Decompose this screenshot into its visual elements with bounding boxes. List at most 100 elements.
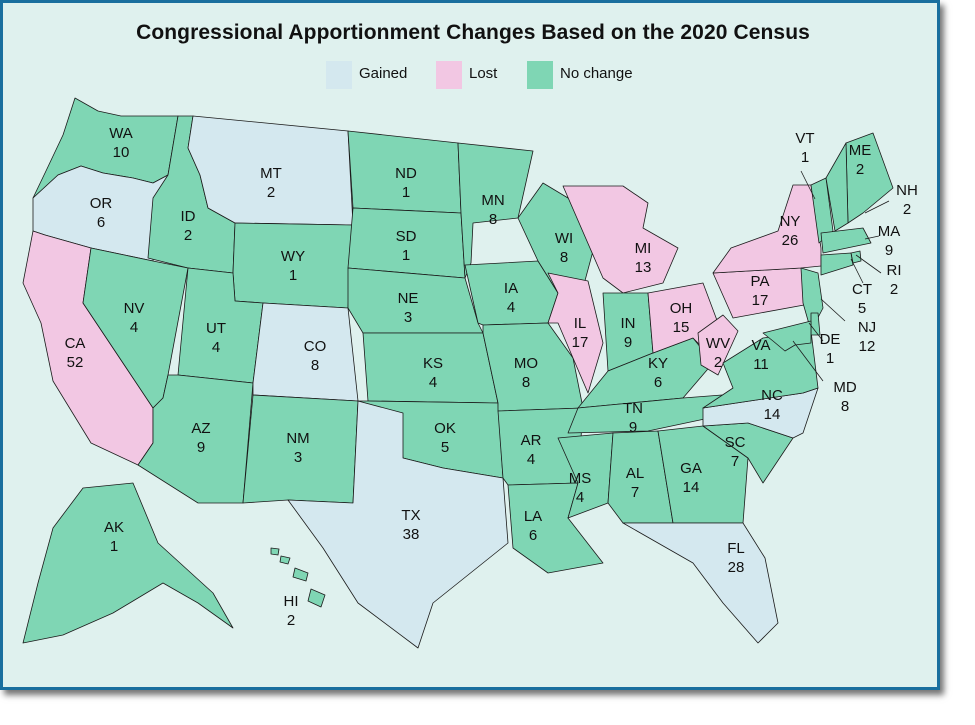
state-seats-vt: 1 bbox=[801, 149, 809, 166]
state-seats-mt: 2 bbox=[267, 184, 275, 201]
state-label-ia: IA bbox=[504, 280, 518, 297]
state-seats-ut: 4 bbox=[212, 339, 220, 356]
state-label-ca: CA bbox=[65, 335, 86, 352]
state-fl bbox=[622, 522, 779, 644]
state-seats-wv: 2 bbox=[714, 354, 722, 371]
state-seats-pa: 17 bbox=[752, 292, 769, 309]
state-seats-mn: 8 bbox=[489, 211, 497, 228]
state-seats-wy: 1 bbox=[289, 267, 297, 284]
state-seats-wa: 10 bbox=[113, 144, 130, 161]
state-seats-ms: 4 bbox=[576, 489, 584, 506]
state-vt bbox=[810, 177, 834, 244]
state-seats-tn: 9 bbox=[629, 419, 637, 436]
state-label-ok: OK bbox=[434, 420, 456, 437]
state-seats-nd: 1 bbox=[402, 184, 410, 201]
map-title: Congressional Apportionment Changes Base… bbox=[136, 21, 810, 44]
state-label-wy: WY bbox=[281, 248, 305, 265]
state-label-tn: TN bbox=[623, 400, 643, 417]
state-seats-mo: 8 bbox=[522, 374, 530, 391]
state-label-ga: GA bbox=[680, 460, 702, 477]
state-seats-ia: 4 bbox=[507, 299, 515, 316]
state-label-fl: FL bbox=[727, 540, 745, 557]
state-wv bbox=[697, 314, 739, 376]
state-seats-mi: 13 bbox=[635, 259, 652, 276]
state-seats-nm: 3 bbox=[294, 449, 302, 466]
state-seats-nv: 4 bbox=[130, 319, 138, 336]
state-label-co: CO bbox=[304, 338, 327, 355]
state-seats-ga: 14 bbox=[683, 479, 700, 496]
state-seats-fl: 28 bbox=[728, 559, 745, 576]
state-seats-ct: 5 bbox=[858, 300, 866, 317]
state-seats-wi: 8 bbox=[560, 249, 568, 266]
state-label-hi: HI bbox=[284, 593, 299, 610]
state-mn bbox=[457, 142, 534, 279]
state-label-pa: PA bbox=[751, 273, 770, 290]
map-frame: Congressional Apportionment Changes Base… bbox=[0, 0, 940, 690]
state-label-wa: WA bbox=[109, 125, 133, 142]
state-seats-az: 9 bbox=[197, 439, 205, 456]
state-label-me: ME bbox=[849, 142, 872, 159]
state-seats-va: 11 bbox=[753, 356, 769, 373]
state-seats-sc: 7 bbox=[731, 453, 739, 470]
state-seats-id: 2 bbox=[184, 227, 192, 244]
legend-swatch-lost bbox=[436, 61, 462, 89]
state-ct bbox=[820, 252, 854, 276]
state-seats-ne: 3 bbox=[404, 309, 412, 326]
state-tx bbox=[287, 400, 509, 649]
state-seats-nc: 14 bbox=[764, 406, 781, 423]
state-label-nc: NC bbox=[761, 387, 783, 404]
state-label-ri: RI bbox=[887, 262, 902, 279]
state-hi bbox=[292, 567, 309, 582]
legend-label-lost: Lost bbox=[469, 65, 498, 82]
state-label-ct: CT bbox=[852, 281, 872, 298]
state-seats-in: 9 bbox=[624, 334, 632, 351]
state-seats-ri: 2 bbox=[890, 281, 898, 298]
state-label-ma: MA bbox=[878, 223, 901, 240]
legend-swatch-no-change bbox=[527, 61, 553, 89]
state-label-ms: MS bbox=[569, 470, 592, 487]
state-label-wi: WI bbox=[555, 230, 573, 247]
state-label-ks: KS bbox=[423, 355, 443, 372]
state-seats-ok: 5 bbox=[441, 439, 449, 456]
state-seats-hi: 2 bbox=[287, 612, 295, 629]
state-label-nj: NJ bbox=[858, 319, 876, 336]
state-label-sd: SD bbox=[396, 228, 417, 245]
state-seats-nh: 2 bbox=[903, 201, 911, 218]
state-seats-co: 8 bbox=[311, 357, 319, 374]
state-az bbox=[137, 374, 254, 504]
us-map: WA10OR6CA52ID2NV4MT2WY1UT4AZ9CO8NM3ND1SD… bbox=[22, 97, 918, 649]
state-wy bbox=[232, 222, 354, 309]
state-seats-ky: 6 bbox=[654, 374, 662, 391]
state-label-ky: KY bbox=[648, 355, 668, 372]
state-md bbox=[762, 320, 812, 352]
state-label-id: ID bbox=[181, 208, 196, 225]
state-label-va: VA bbox=[752, 337, 771, 354]
state-seats-tx: 38 bbox=[403, 526, 420, 543]
state-label-in: IN bbox=[621, 315, 636, 332]
state-seats-me: 2 bbox=[856, 161, 864, 178]
state-seats-oh: 15 bbox=[673, 319, 690, 336]
state-seats-il: 17 bbox=[572, 334, 589, 351]
state-label-nd: ND bbox=[395, 165, 417, 182]
state-label-mt: MT bbox=[260, 165, 282, 182]
state-seats-nj: 12 bbox=[859, 338, 876, 355]
state-label-ut: UT bbox=[206, 320, 226, 337]
state-label-vt: VT bbox=[795, 130, 814, 147]
state-label-oh: OH bbox=[670, 300, 693, 317]
state-seats-al: 7 bbox=[631, 484, 639, 501]
state-mi bbox=[562, 185, 679, 294]
state-ma bbox=[820, 227, 872, 254]
state-label-ne: NE bbox=[398, 290, 419, 307]
state-seats-de: 1 bbox=[826, 350, 834, 367]
state-label-ny: NY bbox=[780, 213, 801, 230]
state-seats-md: 8 bbox=[841, 398, 849, 415]
state-label-sc: SC bbox=[725, 434, 746, 451]
state-il bbox=[547, 272, 604, 394]
state-label-al: AL bbox=[626, 465, 644, 482]
state-seats-ks: 4 bbox=[429, 374, 437, 391]
state-seats-or: 6 bbox=[97, 214, 105, 231]
state-label-mn: MN bbox=[481, 192, 504, 209]
state-label-nv: NV bbox=[124, 300, 145, 317]
state-label-or: OR bbox=[90, 195, 113, 212]
state-ny bbox=[712, 184, 822, 274]
